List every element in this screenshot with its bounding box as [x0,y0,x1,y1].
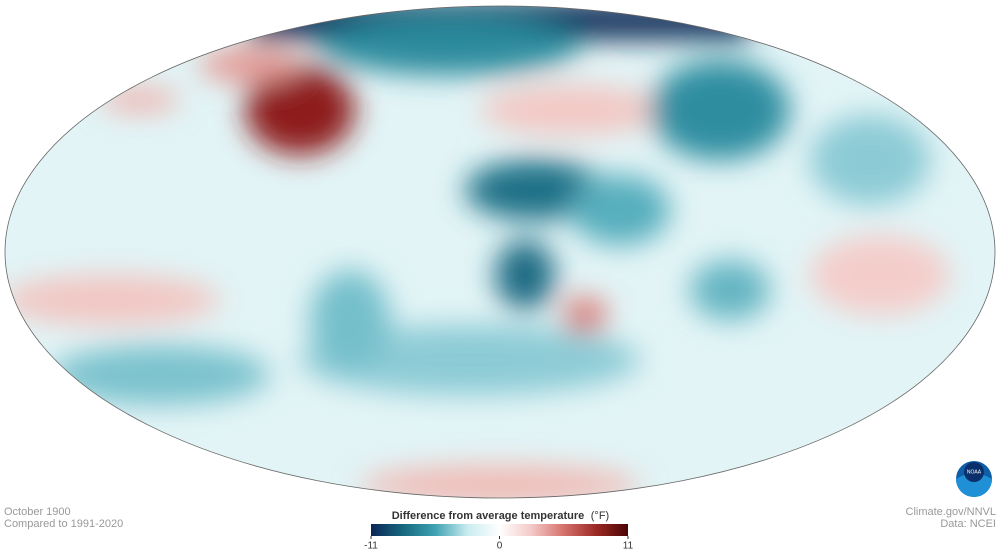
baseline: Compared to 1991-2020 [4,518,123,530]
data-credit: Data: NCEI [940,518,996,530]
legend-unit: (°F) [591,510,609,522]
noaa-logo: NOAA [956,461,992,497]
colorbar-tick-label: 11 [623,541,634,552]
legend-title: Difference from average temperature [392,510,585,522]
colorbar [371,524,628,536]
source: Climate.gov/NNVL [906,506,996,518]
globe-outline [4,5,996,499]
colorbar-tick-label: -11 [364,541,378,552]
date: October 1900 [4,506,71,518]
anomaly-map [5,6,995,498]
colorbar-tick-label: 0 [497,541,503,552]
logo-text: NOAA [967,469,982,475]
